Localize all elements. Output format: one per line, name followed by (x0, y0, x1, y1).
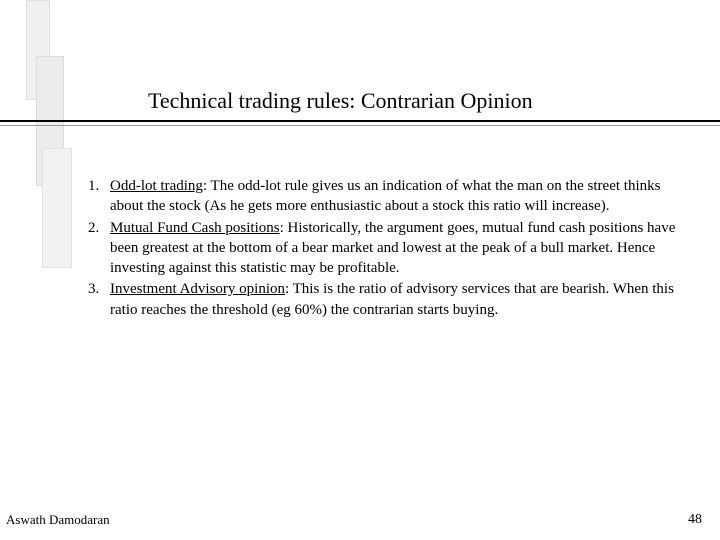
corner-decoration (0, 0, 90, 280)
list-item: 2. Mutual Fund Cash positions: Historica… (88, 218, 680, 279)
item-text: Odd-lot trading: The odd-lot rule gives … (108, 176, 680, 217)
item-number: 2. (88, 218, 108, 279)
list-item: 3. Investment Advisory opinion: This is … (88, 279, 680, 320)
item-heading: Odd-lot trading (110, 178, 203, 194)
item-heading: Investment Advisory opinion (110, 281, 285, 297)
page-number: 48 (688, 512, 702, 528)
item-number: 1. (88, 176, 108, 217)
title-rule-sub (0, 125, 720, 126)
item-number: 3. (88, 279, 108, 320)
title-block: Technical trading rules: Contrarian Opin… (0, 88, 720, 126)
item-text: Investment Advisory opinion: This is the… (108, 279, 680, 320)
item-text: Mutual Fund Cash positions: Historically… (108, 218, 680, 279)
slide-title: Technical trading rules: Contrarian Opin… (0, 88, 720, 120)
footer-author: Aswath Damodaran (6, 512, 110, 528)
body-content: 1. Odd-lot trading: The odd-lot rule giv… (88, 176, 680, 321)
list-item: 1. Odd-lot trading: The odd-lot rule giv… (88, 176, 680, 217)
item-heading: Mutual Fund Cash positions (110, 220, 280, 236)
title-rule-main (0, 120, 720, 122)
